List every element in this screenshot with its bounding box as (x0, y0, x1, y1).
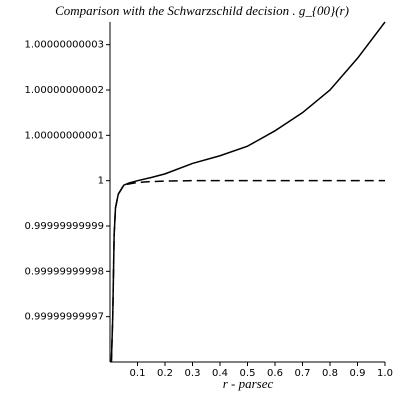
line-series (110, 179, 385, 363)
chart-title: Comparison with the Schwarzschild decisi… (55, 3, 349, 18)
x-tick-label: 0.3 (185, 368, 201, 379)
y-tick-label: 1.00000000003 (24, 40, 104, 51)
line-series (110, 21, 386, 363)
y-tick-label: 0.99999999997 (24, 312, 104, 323)
x-tick-label: 1.0 (377, 368, 393, 379)
x-tick-label: 0.1 (130, 368, 146, 379)
x-tick-label: 0.4 (212, 368, 228, 379)
y-tick-label: 0.99999999998 (24, 266, 104, 277)
x-tick-label: 0.5 (240, 368, 256, 379)
y-tick-label: 1 (98, 176, 104, 187)
x-tick-label: 0.9 (350, 368, 366, 379)
x-tick-label: 0.8 (322, 368, 338, 379)
x-tick-label: 0.7 (295, 368, 311, 379)
y-tick-label: 1.00000000001 (24, 130, 104, 141)
y-tick-label: 1.00000000002 (24, 85, 104, 96)
x-axis-label: r - parsec (223, 376, 274, 391)
x-tick-label: 0.2 (157, 368, 173, 379)
y-tick-label: 0.99999999999 (24, 221, 104, 232)
x-tick-label: 0.6 (267, 368, 283, 379)
